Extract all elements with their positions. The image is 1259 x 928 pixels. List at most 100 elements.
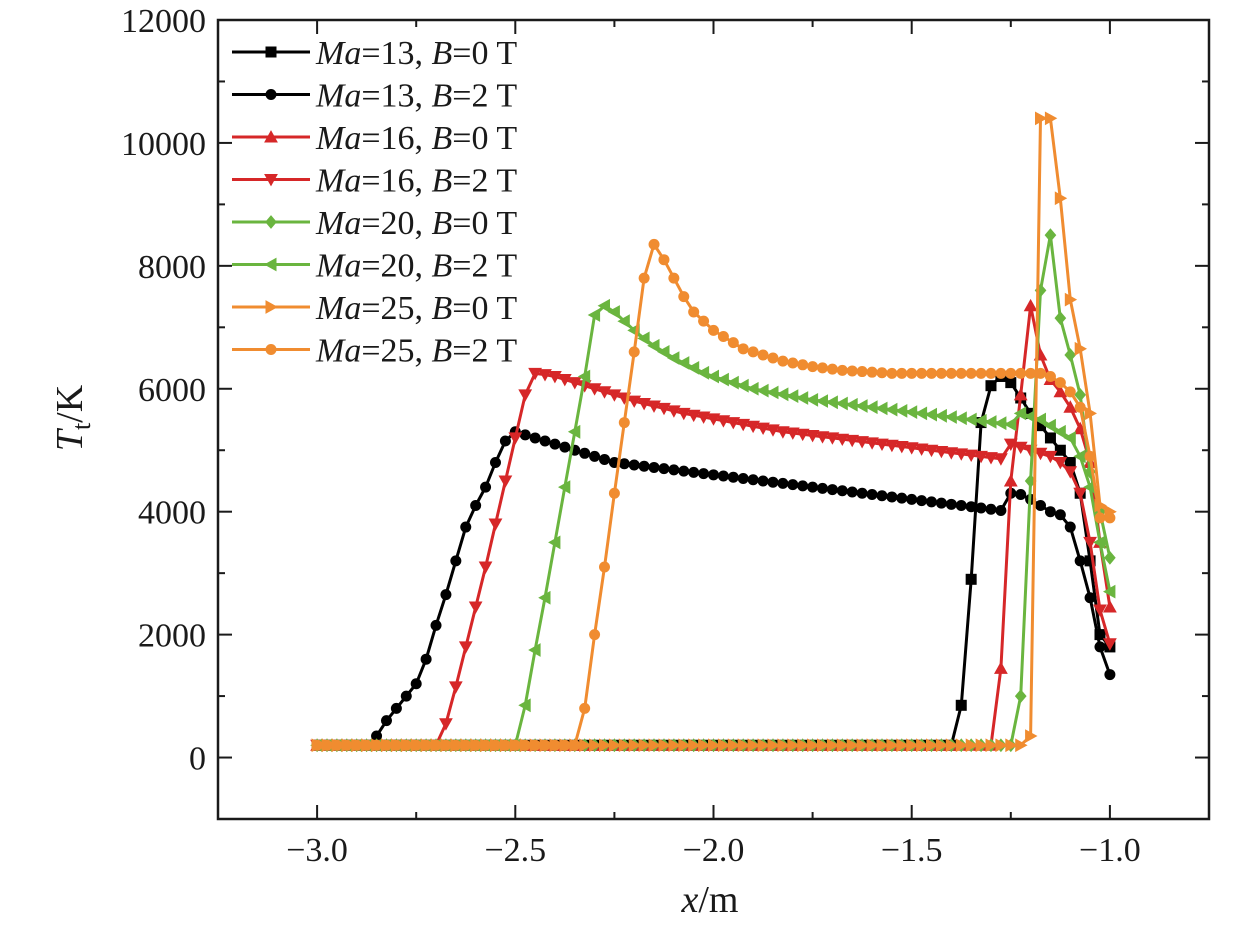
data-point [1074, 401, 1086, 413]
data-point [757, 349, 769, 361]
data-point [746, 381, 759, 396]
data-point [955, 500, 967, 512]
data-point [265, 215, 277, 229]
data-point [736, 418, 751, 432]
data-point [935, 497, 947, 509]
legend-label-part: =20, [361, 248, 431, 285]
data-point [589, 450, 601, 462]
data-point [1083, 536, 1097, 550]
data-point [896, 367, 908, 379]
data-point [598, 561, 610, 573]
data-point [539, 435, 551, 447]
data-point [439, 718, 453, 731]
data-point [618, 738, 632, 753]
data-point [1023, 298, 1038, 312]
data-point [1044, 432, 1056, 444]
data-point [264, 130, 278, 143]
data-point [518, 389, 533, 402]
data-point [856, 738, 869, 753]
y-tick-label: 8000 [138, 249, 206, 286]
data-point [916, 367, 928, 379]
data-point [529, 739, 541, 751]
legend: Ma=13, B=0 TMa=13, B=2 TMa=16, B=0 TMa=1… [232, 35, 517, 370]
legend-label-part: =0 T [452, 35, 517, 72]
data-point [746, 420, 760, 434]
data-point [975, 738, 988, 753]
legend-label-part: =2 T [452, 78, 517, 115]
data-point [1094, 641, 1106, 653]
x-axis-variable: x [681, 879, 699, 921]
data-point [777, 738, 790, 753]
data-point [994, 453, 1008, 466]
y-tick-label: 0 [189, 741, 206, 778]
data-point [1064, 457, 1076, 469]
series-2 [311, 426, 1116, 751]
data-point [916, 495, 928, 507]
data-point [855, 436, 869, 449]
data-point [886, 491, 898, 503]
data-point [797, 480, 809, 492]
data-point [934, 446, 949, 459]
data-point [787, 357, 799, 369]
data-point [658, 254, 670, 266]
data-point [331, 739, 343, 751]
data-point [817, 362, 829, 374]
data-point [776, 387, 789, 402]
x-tick-label: −3.0 [286, 832, 348, 869]
data-point [380, 739, 392, 751]
data-point [865, 437, 879, 450]
legend-label: Ma=25, B=2 T [315, 333, 517, 370]
data-point [944, 447, 959, 460]
data-point [1093, 535, 1106, 550]
data-point [440, 589, 452, 601]
legend-label-part: =16, [361, 163, 431, 200]
data-point [698, 468, 710, 480]
data-point [449, 681, 463, 694]
data-point [876, 367, 888, 379]
data-point [885, 402, 898, 417]
data-point [508, 432, 523, 445]
legend-label-part: Ma [315, 205, 361, 242]
data-point [1033, 412, 1046, 427]
data-point [390, 702, 402, 714]
series-line [317, 375, 1112, 747]
data-point [668, 738, 681, 753]
data-point [894, 441, 909, 454]
data-point [420, 653, 432, 665]
data-point [1083, 480, 1096, 494]
series-line [317, 371, 1112, 747]
data-point [1104, 512, 1116, 524]
data-point [945, 367, 957, 379]
data-point [964, 449, 978, 462]
y-axis: 0 2000 4000 6000 8000 10000 12000 [121, 3, 1209, 820]
data-point [608, 738, 622, 753]
data-point [519, 429, 531, 441]
data-point [985, 503, 997, 515]
data-point [914, 443, 929, 456]
data-point [450, 739, 462, 751]
data-point [706, 369, 719, 384]
data-point [637, 331, 650, 346]
data-point [489, 457, 501, 469]
y-tick-label: 10000 [121, 126, 206, 163]
data-point [845, 397, 858, 412]
data-point [924, 444, 939, 458]
data-point [766, 424, 780, 437]
data-point [696, 411, 711, 424]
y-axis-subscript: t [67, 422, 96, 430]
x-tick-label: −2.5 [484, 832, 546, 869]
data-point [935, 738, 949, 753]
data-point [974, 450, 988, 464]
data-point [795, 428, 810, 442]
data-point [311, 739, 323, 751]
data-point [518, 698, 531, 713]
legend-label-part: =2 T [452, 163, 517, 200]
data-point [265, 300, 278, 314]
data-point [797, 738, 810, 753]
legend-label-part: Ma [315, 163, 361, 200]
data-point [488, 518, 503, 531]
legend-label-part: Ma [315, 290, 361, 327]
data-point [351, 739, 363, 751]
data-point [1064, 348, 1077, 362]
data-point [944, 410, 957, 424]
